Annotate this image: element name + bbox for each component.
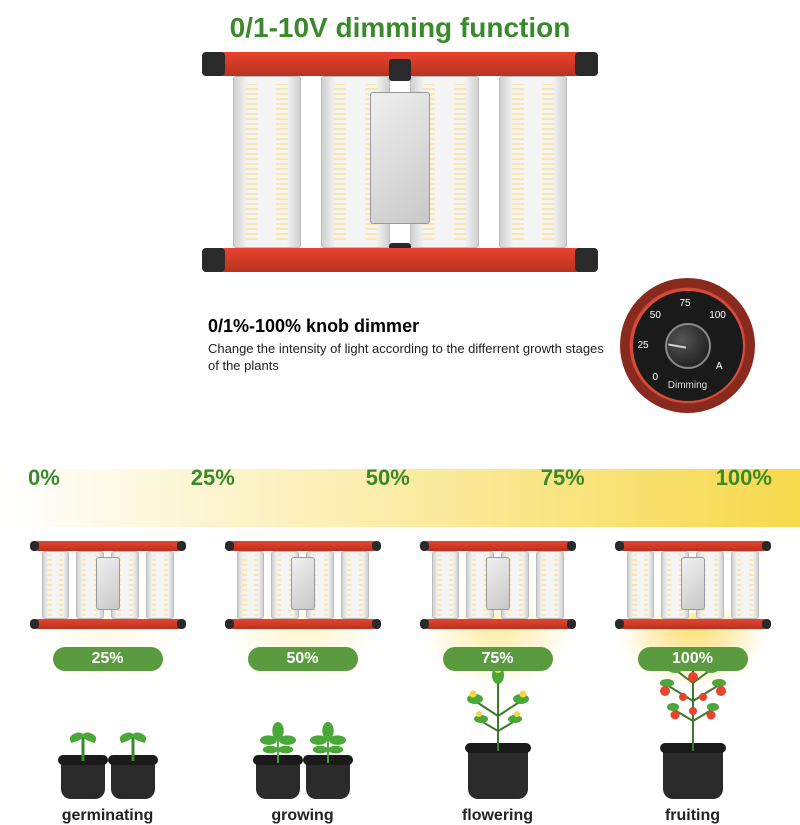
- frame-bottom: [210, 248, 590, 272]
- knob-bottom-label: Dimming: [633, 380, 743, 391]
- stage-caption: germinating: [62, 807, 154, 825]
- plant-illustration: [663, 689, 723, 799]
- scale-label: 50%: [366, 465, 410, 491]
- knob-tick-label: 50: [650, 310, 661, 321]
- stage-badge: 25%: [53, 647, 163, 671]
- page-title: 0/1-10V dimming function: [0, 0, 800, 44]
- stage-badge: 75%: [443, 647, 553, 671]
- scale-label: 100%: [716, 465, 772, 491]
- dimmer-description: Change the intensity of light according …: [208, 341, 608, 375]
- plant-illustration: [468, 689, 528, 799]
- growth-stages-row: 25% germinating 50% growing 75%: [0, 541, 800, 825]
- stage-caption: growing: [271, 807, 333, 825]
- growth-stage: 50% growing: [213, 541, 393, 825]
- knob-tick-label: 0: [653, 372, 659, 383]
- stage-caption: fruiting: [665, 807, 720, 825]
- grow-light-small: [33, 541, 183, 629]
- knob-pointer: [668, 343, 686, 348]
- knob-tick-label: 25: [638, 340, 649, 351]
- stage-badge: 50%: [248, 647, 358, 671]
- scale-label: 25%: [191, 465, 235, 491]
- growth-stage: 25% germinating: [18, 541, 198, 825]
- grow-light-hero: [210, 52, 590, 272]
- intensity-scale: 0% 25% 50% 75% 100%: [0, 465, 800, 491]
- grow-light-small: [228, 541, 378, 629]
- plant-illustration: [256, 689, 350, 799]
- intensity-gradient-bar: 0%25%50%75%100%: [0, 469, 800, 527]
- dimmer-callout: 0/1%-100% knob dimmer Change the intensi…: [208, 278, 755, 413]
- knob-dial: [665, 323, 711, 369]
- knob-tick-label: 100: [709, 310, 726, 321]
- grow-light-small: [423, 541, 573, 629]
- driver-box: [370, 92, 431, 224]
- growth-stage: 100% fruiting: [603, 541, 783, 825]
- growth-stage: 75% flowering: [408, 541, 588, 825]
- dimmer-heading: 0/1%-100% knob dimmer: [208, 316, 608, 337]
- knob-face: Dimming 0 25 50 75 100 A: [633, 291, 743, 401]
- grow-light-small: [618, 541, 768, 629]
- stage-caption: flowering: [462, 807, 533, 825]
- knob-tick-label: A: [716, 361, 723, 372]
- scale-label: 75%: [541, 465, 585, 491]
- knob-tick-label: 75: [680, 298, 691, 309]
- dimmer-knob: Dimming 0 25 50 75 100 A: [620, 278, 755, 413]
- hero-product-area: [0, 44, 800, 314]
- plant-illustration: [61, 689, 155, 799]
- stage-badge: 100%: [638, 647, 748, 671]
- scale-label: 0%: [28, 465, 60, 491]
